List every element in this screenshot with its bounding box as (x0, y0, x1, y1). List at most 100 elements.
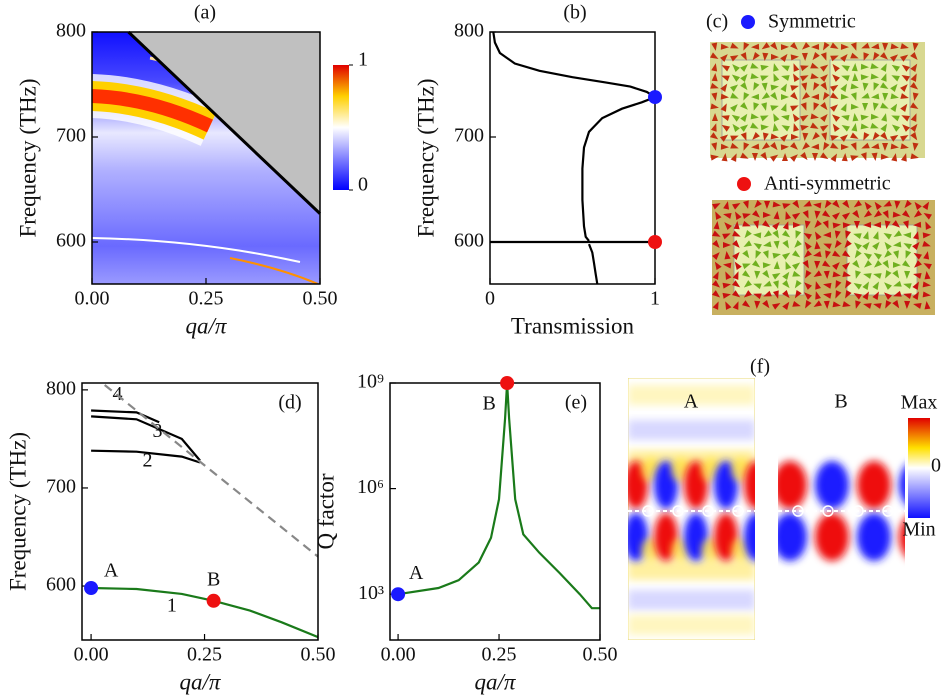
field-lobe (815, 513, 849, 561)
field-arrow (923, 251, 930, 260)
field-arrow (841, 115, 850, 121)
field-arrow (852, 210, 860, 219)
point-label: A (409, 562, 424, 584)
field-arrow (802, 210, 809, 219)
field-arrow (873, 210, 882, 218)
hole (702, 505, 714, 517)
field-arrow (712, 230, 721, 237)
field-arrow (860, 152, 867, 161)
field-arrow (790, 54, 799, 61)
field-arrow (743, 200, 749, 209)
field-arrow (832, 250, 841, 257)
field-arrow (753, 232, 762, 239)
field-arrow (863, 273, 872, 279)
field-arrow (773, 261, 780, 270)
field-arrow (832, 212, 840, 220)
field-arrow (773, 63, 779, 72)
field-arrow (781, 125, 790, 132)
field-arrow (754, 270, 761, 279)
field-arrow (752, 210, 760, 218)
x-tick-label: 1 (650, 288, 660, 310)
field-arrow (840, 83, 848, 92)
field-arrow (914, 260, 922, 268)
y-tick-label: 10⁹ (357, 371, 384, 393)
y-tick-label: 10⁶ (357, 476, 384, 498)
field-arrow (863, 52, 870, 61)
field-arrow (742, 263, 751, 270)
field-arrow (842, 212, 851, 220)
field-arrow (734, 261, 742, 270)
field-arrow (901, 153, 907, 162)
field-arrow (754, 200, 762, 208)
field-arrow (805, 270, 812, 279)
field-arrow (810, 73, 819, 79)
field-image (778, 378, 905, 640)
field-arrow (750, 73, 759, 80)
field-arrow (910, 73, 917, 82)
field-arrow (882, 260, 889, 269)
field-arrow (790, 105, 799, 112)
point (206, 593, 221, 608)
field-arrow (762, 300, 770, 309)
field-arrow (742, 220, 751, 227)
field-arrow (753, 220, 760, 229)
field-arrow (912, 291, 919, 300)
field-arrow (883, 233, 892, 240)
field-arrow (922, 291, 931, 298)
field-arrow (762, 52, 769, 61)
field-arrow (811, 143, 820, 150)
field-arrow (762, 270, 770, 279)
plot-frame (81, 382, 319, 641)
field-arrow (913, 252, 922, 260)
field-arrow (854, 250, 862, 259)
field-arrow (795, 230, 802, 239)
field-arrow (880, 82, 889, 90)
field-arrow (761, 102, 767, 111)
field-arrow (814, 260, 821, 269)
field-arrow (840, 103, 847, 112)
x-axis-label: qa/π (186, 313, 228, 338)
field-arrow (884, 292, 892, 300)
field-arrow (890, 93, 899, 100)
field-arrow (910, 82, 919, 90)
field-arrow (832, 200, 840, 208)
field-arrow (743, 240, 752, 247)
field-arrow (883, 200, 892, 207)
field-arrow (764, 200, 771, 209)
field-arrow (872, 231, 879, 240)
field-arrow (830, 42, 839, 49)
image-label: A (684, 391, 699, 413)
field-arrow (711, 42, 718, 51)
field-arrow (863, 221, 872, 228)
panel-title: (f) (750, 356, 770, 378)
field-arrow (804, 241, 812, 250)
field-arrow (890, 143, 899, 150)
field-arrow (780, 53, 788, 62)
field-arrow (841, 65, 850, 72)
field-arrow (711, 92, 718, 101)
field-arrow (743, 142, 750, 151)
field-arrow (901, 115, 910, 122)
field-arrow (840, 54, 848, 62)
field-arrow (850, 142, 857, 151)
field-arrow (712, 271, 719, 280)
field-arrow (842, 301, 851, 307)
field-arrow (803, 200, 812, 207)
field-arrow (750, 113, 759, 120)
point (648, 90, 662, 105)
field-arrow (743, 290, 752, 298)
field-arrow (762, 250, 769, 259)
field-arrow (830, 55, 839, 62)
field-arrow (871, 43, 880, 50)
field-arrow (924, 271, 931, 280)
field-arrow (890, 54, 899, 62)
field-arrow (723, 262, 732, 269)
field-arrow (852, 113, 859, 122)
field-arrow (832, 74, 840, 82)
colorbar-label: Min (902, 519, 935, 541)
field-stripe (628, 590, 755, 610)
field-arrow (870, 73, 879, 80)
panel-title: (a) (194, 2, 216, 24)
field-arrow (720, 43, 729, 50)
field-arrow (862, 102, 869, 111)
